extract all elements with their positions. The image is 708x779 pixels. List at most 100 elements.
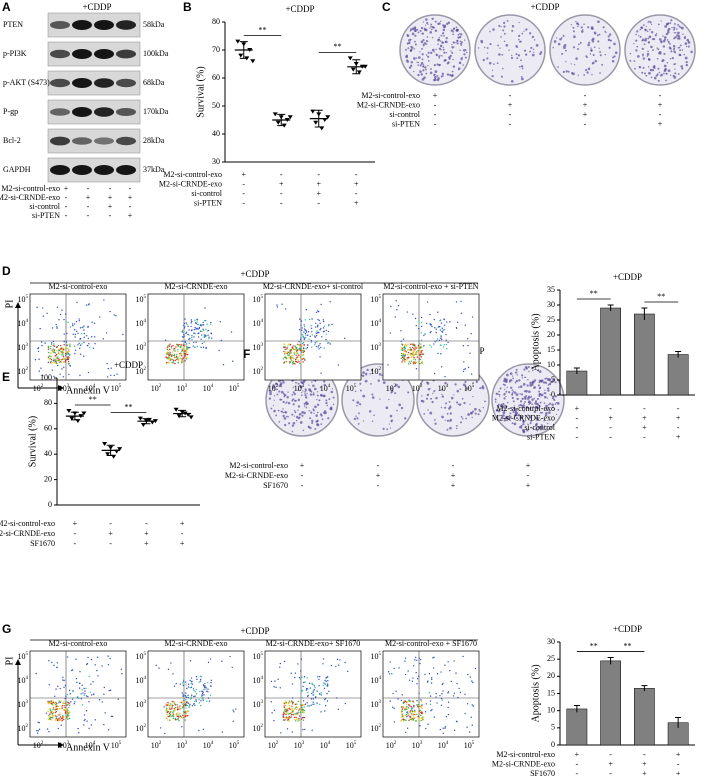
event-dot <box>71 323 74 325</box>
event-dot <box>466 338 469 340</box>
event-dot <box>317 318 319 321</box>
event-dot <box>416 700 418 702</box>
colony <box>546 397 549 399</box>
treatment-sign: - <box>643 404 646 413</box>
colony <box>425 54 428 56</box>
tick-label: 103 <box>136 700 147 709</box>
condition-label: +CDDP <box>240 269 269 279</box>
treatment-sign: + <box>144 529 149 538</box>
y-tick-label: 0 <box>551 390 555 399</box>
event-dot <box>296 356 299 358</box>
colony <box>667 27 671 31</box>
event-dot <box>295 357 298 359</box>
event-dot <box>455 720 458 723</box>
event-dot <box>286 717 289 720</box>
event-dot <box>329 343 331 345</box>
event-dot <box>177 358 179 360</box>
colony <box>553 408 556 410</box>
colony <box>280 410 282 413</box>
event-dot <box>202 699 204 702</box>
event-dot <box>306 677 308 679</box>
colony <box>440 55 442 57</box>
colony <box>477 47 480 49</box>
colony <box>438 57 441 59</box>
size-label: 28kDa <box>143 136 165 145</box>
colony <box>435 396 438 400</box>
colony <box>450 396 454 400</box>
tick-base: 10 <box>85 384 93 393</box>
colony <box>590 47 592 49</box>
colony <box>572 30 575 33</box>
tick-label: 104 <box>136 676 147 685</box>
event-dot <box>50 711 52 714</box>
colony <box>371 393 374 396</box>
event-dot <box>64 313 67 315</box>
event-dot <box>440 353 442 355</box>
event-dot <box>176 708 179 710</box>
event-dot <box>77 332 79 334</box>
colony <box>650 23 653 26</box>
event-dot <box>88 343 90 345</box>
y-tick-label: 35 <box>547 285 555 294</box>
event-dot <box>190 319 193 321</box>
colony <box>662 35 664 37</box>
colony <box>491 74 494 78</box>
treatment-sign: - <box>87 211 90 220</box>
colony <box>441 395 444 398</box>
event-dot <box>314 335 316 337</box>
blot-band <box>72 137 92 145</box>
event-dot <box>55 357 57 359</box>
event-dot <box>55 688 57 690</box>
event-dot <box>47 345 50 348</box>
colony <box>274 382 278 386</box>
bar <box>634 688 655 746</box>
event-dot <box>72 690 74 693</box>
colony <box>647 21 649 23</box>
colony <box>501 417 504 420</box>
colony <box>282 381 285 384</box>
colony <box>421 32 424 35</box>
significance-label: ** <box>657 292 665 301</box>
colony <box>502 29 505 32</box>
event-dot <box>418 710 421 712</box>
condition-label: +CDDP <box>530 2 559 12</box>
size-label: 58kDa <box>143 20 165 29</box>
colony <box>532 406 535 408</box>
bar <box>600 307 621 396</box>
event-dot <box>414 362 416 364</box>
arrow-head <box>58 385 64 391</box>
colony <box>629 52 632 55</box>
event-dot <box>435 696 437 698</box>
event-dot <box>405 351 407 353</box>
event-dot <box>174 704 177 706</box>
event-dot <box>63 718 65 721</box>
event-dot <box>52 702 54 704</box>
error-bar <box>178 409 187 418</box>
event-dot <box>166 713 168 716</box>
colony <box>544 389 546 391</box>
data-point <box>117 447 123 452</box>
event-dot <box>271 712 273 714</box>
colony <box>669 22 672 24</box>
event-dot <box>207 697 210 699</box>
colony <box>512 375 514 377</box>
tick-exponent: 3 <box>67 741 70 746</box>
event-dot <box>47 356 50 359</box>
colony <box>422 69 425 72</box>
colony <box>563 46 566 50</box>
chart-title: +CDDP <box>285 4 314 14</box>
event-dot <box>34 359 37 361</box>
treatment-sign: - <box>659 91 662 100</box>
colony <box>424 24 427 26</box>
event-dot <box>295 348 298 350</box>
tick-label: 103 <box>412 384 423 393</box>
colony <box>597 40 600 43</box>
event-dot <box>302 342 304 345</box>
blot-band <box>50 78 70 88</box>
event-dot <box>444 664 446 666</box>
event-dot <box>388 673 391 675</box>
event-dot <box>405 707 407 709</box>
data-point <box>105 452 111 457</box>
event-dot <box>90 724 92 726</box>
event-dot <box>63 686 65 688</box>
